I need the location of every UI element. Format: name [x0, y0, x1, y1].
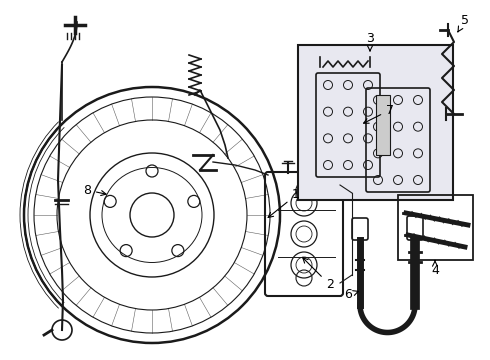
Text: 2: 2	[303, 258, 334, 292]
Text: 5: 5	[458, 13, 469, 32]
Text: 8: 8	[83, 184, 106, 197]
Text: 3: 3	[366, 31, 374, 51]
Text: 1: 1	[268, 189, 300, 217]
Text: 7: 7	[364, 104, 394, 123]
Bar	[376, 95, 390, 155]
Bar	[298, 45, 453, 200]
Text: 4: 4	[431, 261, 439, 276]
Text: 6: 6	[344, 288, 358, 302]
Bar	[398, 195, 473, 260]
